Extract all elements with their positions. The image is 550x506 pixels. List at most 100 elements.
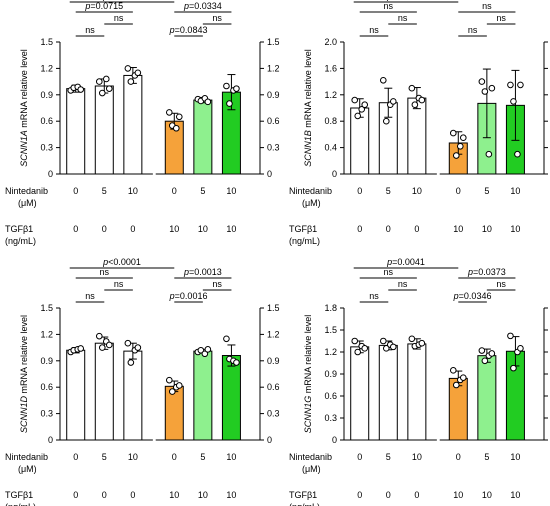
nintedanib-dose-4: 5 <box>200 186 205 196</box>
row-label-nintedanib-unit: (μM) <box>302 464 321 474</box>
tgf-dose-0: 0 <box>73 490 78 500</box>
y-tick-label-left: 0.9 <box>324 369 337 379</box>
tgf-dose-2: 0 <box>414 490 419 500</box>
tgf-dose-0: 0 <box>357 224 362 234</box>
data-point <box>98 344 106 351</box>
comparison-label-3-p: p <box>102 0 108 1</box>
y-tick-label-left: 1.5 <box>40 37 53 47</box>
nintedanib-dose-4: 5 <box>484 186 489 196</box>
data-point <box>197 346 205 354</box>
bar-1 <box>378 344 398 441</box>
row-label-nintedanib: Nintedanib <box>5 186 48 196</box>
y-tick-label-left: 0 <box>48 435 53 445</box>
y-tick-label-right: 1.5 <box>267 303 280 313</box>
data-point <box>507 81 514 89</box>
data-point <box>175 113 183 121</box>
y-tick-label-right: 0.9 <box>267 90 280 100</box>
comparison-label-5: ns <box>496 13 506 23</box>
data-point <box>354 348 362 356</box>
tgf-dose-0: 0 <box>73 224 78 234</box>
bar-0 <box>66 88 86 175</box>
comparison-label-3-p: p <box>102 257 108 267</box>
data-point <box>102 75 110 83</box>
y-tick-label-right: 0.6 <box>267 382 280 392</box>
nintedanib-dose-5: 10 <box>510 452 520 462</box>
data-point <box>124 339 132 347</box>
y-tick-label-right: 0.9 <box>267 356 280 366</box>
comparison-label-5: ns <box>212 279 222 289</box>
tgf-dose-2: 0 <box>130 490 135 500</box>
comparison-label-6-p: p <box>467 267 473 277</box>
y-axis-label-suffix: mRNA relative level <box>303 315 313 396</box>
y-tick-label-left: 1.6 <box>324 63 337 73</box>
y-tick-label-left: 1.2 <box>40 329 53 339</box>
nintedanib-dose-4: 5 <box>484 452 489 462</box>
comparison-label-2: p=0.0715 <box>84 1 123 11</box>
tgf-dose-3: 10 <box>453 224 463 234</box>
y-tick-label-left: 0.6 <box>40 382 53 392</box>
y-axis-label: SCNN1B mRNA relative level <box>303 49 313 167</box>
data-point <box>488 350 496 357</box>
row-label-tgf: TGFβ1 <box>5 224 33 234</box>
data-point <box>361 345 369 352</box>
data-point <box>105 85 113 92</box>
row-label-tgf: TGFβ1 <box>289 490 317 500</box>
comparison-label-4-p: p <box>169 291 175 301</box>
nintedanib-dose-2: 10 <box>128 186 138 196</box>
comparison-label-4: ns <box>468 25 478 35</box>
nintedanib-dose-5: 10 <box>510 186 520 196</box>
data-point <box>452 152 460 159</box>
y-tick-label-left: 0.3 <box>40 143 53 153</box>
tgf-dose-3: 10 <box>169 224 179 234</box>
row-label-nintedanib: Nintedanib <box>289 186 332 196</box>
y-tick-label-left: 0.4 <box>324 143 337 153</box>
nintedanib-dose-1: 5 <box>386 452 391 462</box>
comparison-label-4: p=0.0843 <box>169 25 208 35</box>
data-point <box>165 109 173 116</box>
comparison-label-6-value: =0.0334 <box>189 1 222 11</box>
y-axis-label-gene: SCNN1B <box>303 130 313 167</box>
data-point <box>351 337 359 345</box>
tgf-dose-4: 10 <box>198 490 208 500</box>
tgf-dose-0: 0 <box>357 490 362 500</box>
comparison-label-2: ns <box>384 267 394 277</box>
y-axis-label: SCNN1D mRNA relative level <box>19 315 29 433</box>
comparison-label-3-p: p <box>386 257 392 267</box>
data-point <box>459 134 467 141</box>
tgf-dose-2: 0 <box>414 224 419 234</box>
comparison-label-3-value: =0.0080 <box>392 0 425 1</box>
comparison-label-5: ns <box>496 279 506 289</box>
data-point <box>449 129 457 137</box>
chart-panel-scnn1a: 0 0 0.3 0.3 0.6 0.6 0.9 0.9 1.2 1.2 1.5 1.5 SCNN1A m… <box>5 0 280 246</box>
y-tick-label-right: 1.2 <box>267 329 280 339</box>
y-axis-label: SCNN1G mRNA relative level <box>303 315 313 434</box>
data-point <box>351 96 359 104</box>
y-tick-label-left: 1.2 <box>40 63 53 73</box>
tgf-dose-5: 10 <box>226 490 236 500</box>
data-point <box>418 339 426 347</box>
data-point <box>223 335 230 343</box>
y-tick-label-left: 1.8 <box>324 303 337 313</box>
data-point <box>485 150 493 158</box>
comparison-label-4: p=0.0346 <box>453 291 492 301</box>
data-point <box>95 78 103 85</box>
data-point <box>172 124 180 132</box>
tgf-dose-3: 10 <box>169 490 179 500</box>
row-label-tgf-unit: (ng/mL) <box>289 236 320 246</box>
data-point <box>361 101 369 108</box>
comparison-label-6-p: p <box>183 267 189 277</box>
data-point <box>201 350 209 358</box>
data-point <box>418 96 426 104</box>
data-point <box>98 89 106 97</box>
data-point <box>379 76 387 84</box>
y-tick-label-left: 1.2 <box>324 347 337 357</box>
comparison-label-6-p: p <box>183 1 189 11</box>
data-point <box>408 84 416 92</box>
y-tick-label-left: 0.9 <box>40 356 53 366</box>
comparison-label-0: ns <box>369 291 379 301</box>
row-label-tgf: TGFβ1 <box>5 490 33 500</box>
data-point <box>134 344 142 351</box>
data-point <box>481 88 489 95</box>
comparison-label-4-value: =0.0843 <box>175 25 208 35</box>
